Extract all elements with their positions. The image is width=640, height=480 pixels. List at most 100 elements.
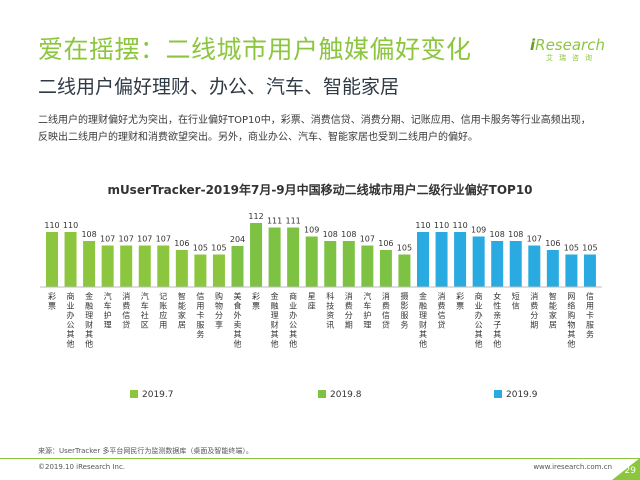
category-label: 他 <box>67 339 75 349</box>
page-title: 爱在摇摆：二线城市用户触媒偏好变化 <box>38 35 472 64</box>
category-label: 家 <box>178 310 186 320</box>
legend-swatch <box>130 390 138 398</box>
bar-value-label: 110 <box>415 221 430 230</box>
category-label: 分 <box>345 311 353 320</box>
footer-divider <box>0 458 640 459</box>
category-label: 务 <box>196 329 204 339</box>
category-label: 他 <box>85 339 93 349</box>
category-label: 信 <box>382 310 390 320</box>
page-number: 29 <box>624 466 636 476</box>
bar <box>120 245 133 287</box>
category-label: 应 <box>159 310 167 320</box>
category-label: 网 <box>567 292 575 301</box>
bar <box>528 245 541 287</box>
category-label: 卡 <box>586 310 594 320</box>
category-label: 他 <box>419 339 427 349</box>
category-label: 女 <box>493 291 501 301</box>
category-label: 其 <box>567 330 575 339</box>
bar <box>361 245 374 287</box>
category-label: 信 <box>196 291 204 301</box>
category-label: 汽 <box>104 291 112 301</box>
bar-value-label: 107 <box>156 235 171 244</box>
category-label: 业 <box>289 301 297 311</box>
category-label: 记 <box>159 292 167 301</box>
category-label: 他 <box>234 339 242 349</box>
category-label: 信 <box>438 310 446 320</box>
category-label: 彩 <box>48 291 56 301</box>
category-label: 融 <box>85 301 93 311</box>
bar <box>472 236 485 287</box>
category-label: 公 <box>289 321 297 330</box>
page-subtitle: 二线用户偏好理财、办公、汽车、智能家居 <box>38 76 400 98</box>
category-label: 消 <box>382 291 390 301</box>
bar <box>194 254 207 287</box>
category-label: 彩 <box>252 291 260 301</box>
bar <box>342 241 355 287</box>
category-label: 技 <box>326 301 334 311</box>
category-label: 信 <box>512 301 520 311</box>
category-label: 理 <box>271 311 279 320</box>
category-label: 物 <box>215 301 223 311</box>
bar-value-label: 110 <box>44 221 59 230</box>
category-label: 分 <box>215 311 223 320</box>
legend-swatch <box>318 390 326 398</box>
category-label: 消 <box>438 291 446 301</box>
category-label: 车 <box>363 301 371 311</box>
category-label: 智 <box>549 291 557 301</box>
bar <box>83 241 96 287</box>
category-label: 账 <box>159 302 167 311</box>
category-label: 理 <box>104 321 112 330</box>
legend-swatch <box>494 390 502 398</box>
bar <box>101 245 114 287</box>
category-label: 理 <box>85 311 93 320</box>
category-label: 能 <box>178 301 186 311</box>
bar <box>138 245 151 287</box>
description-text: 二线用户的理财偏好尤为突出，在行业偏好TOP10中，彩票、消费信贷、消费分期、记… <box>38 115 591 143</box>
category-label: 票 <box>252 302 260 311</box>
bar-value-label: 107 <box>527 235 542 244</box>
iresearch-logo: iResearch 艾瑞咨询 <box>530 36 605 62</box>
category-label: 消 <box>345 291 353 301</box>
category-label: 享 <box>215 320 223 330</box>
category-label: 财 <box>85 320 93 330</box>
category-label: 办 <box>289 310 297 320</box>
category-label: 居 <box>549 321 557 330</box>
category-label: 理 <box>419 311 427 320</box>
category-label: 智 <box>178 291 186 301</box>
bar-value-label: 106 <box>378 239 393 248</box>
category-label: 财 <box>419 320 427 330</box>
category-label: 星 <box>308 292 316 301</box>
bar-value-label: 112 <box>248 212 263 221</box>
bar-value-label: 105 <box>397 244 412 253</box>
category-label: 卡 <box>196 310 204 320</box>
bar <box>250 223 263 287</box>
category-label: 车 <box>141 301 149 311</box>
bar-value-label: 105 <box>211 244 226 253</box>
category-label: 商 <box>475 291 483 301</box>
category-label: 能 <box>549 301 557 311</box>
category-label: 信 <box>122 310 130 320</box>
bar <box>417 232 429 287</box>
category-label: 短 <box>512 291 520 301</box>
category-label: 性 <box>493 301 501 311</box>
bar <box>435 232 448 287</box>
bar <box>546 250 559 287</box>
bar-value-label: 110 <box>452 221 467 230</box>
bar-value-label: 105 <box>193 244 208 253</box>
category-label: 贷 <box>122 320 130 330</box>
category-label: 费 <box>530 301 538 311</box>
bar <box>64 232 77 287</box>
bar <box>398 254 411 287</box>
category-label: 其 <box>85 330 93 339</box>
category-label: 消 <box>122 291 130 301</box>
category-label: 护 <box>363 310 371 320</box>
bar-value-label: 108 <box>341 230 356 239</box>
category-label: 购 <box>215 291 223 301</box>
category-label: 期 <box>530 321 538 330</box>
category-label: 其 <box>234 330 242 339</box>
category-label: 务 <box>400 320 408 330</box>
category-label: 车 <box>104 301 112 311</box>
category-label: 融 <box>419 301 427 311</box>
category-label: 他 <box>289 339 297 349</box>
category-label: 络 <box>567 301 575 311</box>
